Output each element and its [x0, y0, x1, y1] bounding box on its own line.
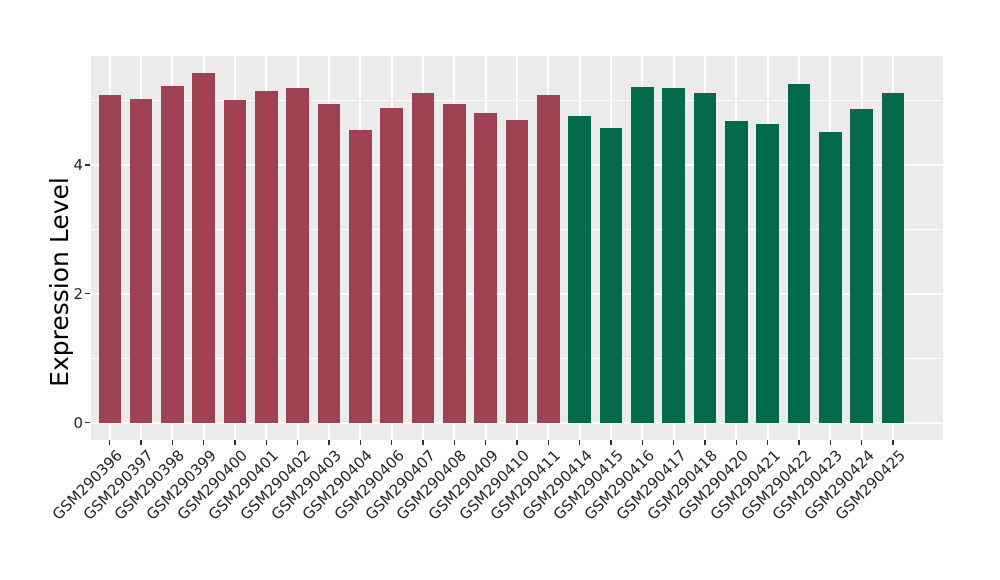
bar — [850, 109, 873, 423]
x-tick-mark — [140, 440, 142, 445]
bar — [881, 92, 905, 423]
x-tick-mark — [766, 440, 769, 445]
x-tick-mark — [171, 440, 174, 445]
bar — [223, 99, 247, 423]
bar — [192, 73, 216, 423]
y-tick-mark — [85, 293, 90, 295]
x-tick-mark — [892, 440, 894, 445]
x-tick-mark — [297, 440, 299, 445]
x-tick-mark — [328, 440, 330, 445]
bar — [380, 108, 403, 423]
bar — [662, 87, 685, 423]
x-tick-mark — [265, 440, 268, 445]
x-tick-mark — [610, 440, 612, 445]
x-tick-mark — [203, 440, 205, 445]
bar — [537, 95, 560, 423]
x-tick-mark — [860, 440, 863, 445]
bar — [724, 121, 748, 423]
x-tick-mark — [641, 440, 643, 445]
bar — [568, 115, 591, 423]
x-tick-mark — [578, 440, 581, 445]
bar — [317, 104, 341, 423]
bar — [631, 86, 654, 423]
bar — [443, 103, 466, 423]
bar — [98, 94, 122, 423]
x-tick-mark — [422, 440, 424, 445]
bar — [599, 128, 623, 423]
bar — [787, 84, 811, 423]
bar — [129, 98, 153, 423]
bar — [818, 132, 842, 423]
x-tick-mark — [798, 440, 800, 445]
x-tick-mark — [704, 440, 706, 445]
y-tick-mark — [85, 421, 90, 424]
bar — [161, 85, 184, 423]
bar — [756, 124, 779, 423]
bar — [693, 92, 717, 423]
bar — [505, 119, 529, 423]
x-tick-mark — [453, 440, 456, 445]
bar — [255, 90, 278, 423]
x-tick-mark — [735, 440, 737, 445]
y-tick-mark — [85, 164, 90, 166]
x-tick-mark — [484, 440, 487, 445]
x-tick-mark — [109, 440, 111, 445]
plot-panel — [91, 56, 943, 440]
bar — [286, 87, 309, 423]
bar — [349, 130, 372, 423]
y-tick-label: 2 — [73, 284, 83, 303]
x-tick-mark — [391, 440, 393, 445]
x-tick-mark — [359, 440, 362, 445]
x-tick-mark — [516, 440, 518, 445]
y-tick-label: 4 — [73, 155, 83, 174]
x-tick-mark — [672, 440, 675, 445]
x-tick-mark — [547, 440, 549, 445]
y-axis-title: Expression Level — [45, 177, 74, 387]
bar — [411, 92, 435, 423]
x-tick-mark — [234, 440, 236, 445]
bar — [474, 113, 497, 423]
x-tick-mark — [829, 440, 831, 445]
y-tick-label: 0 — [73, 413, 83, 432]
